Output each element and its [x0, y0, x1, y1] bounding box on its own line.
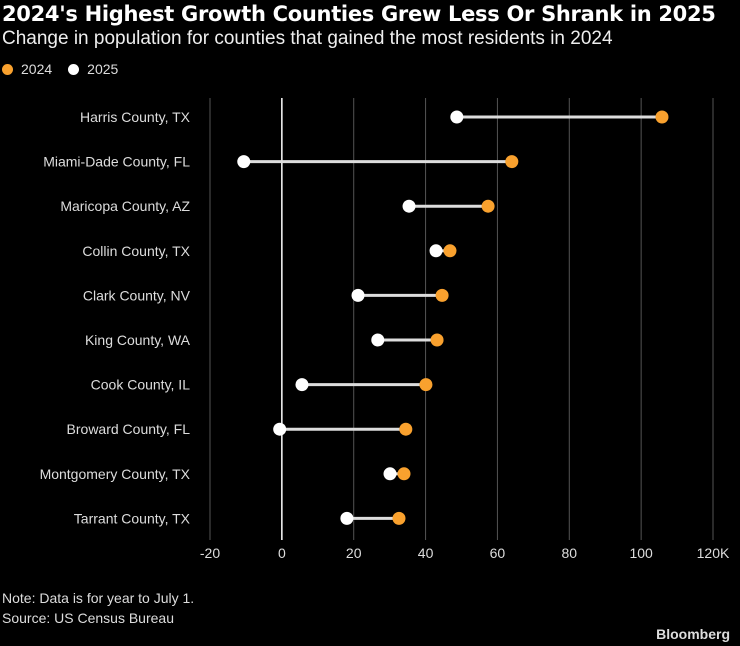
point-2025: [371, 333, 385, 347]
point-2024: [505, 155, 519, 169]
category-label: Cook County, IL: [91, 377, 191, 393]
legend-dot-2025: [68, 63, 80, 75]
chart-title: 2024's Highest Growth Counties Grew Less…: [2, 2, 716, 26]
point-2024: [399, 422, 413, 436]
legend: 2024 2025: [2, 61, 118, 77]
point-2024: [481, 199, 495, 213]
point-2025: [340, 511, 354, 525]
point-2024: [430, 333, 444, 347]
x-tick-label: 20: [346, 545, 362, 561]
legend-dot-2024: [2, 63, 13, 75]
bloomberg-logo: Bloomberg: [656, 626, 730, 642]
point-2024: [397, 467, 411, 481]
point-2025: [295, 378, 309, 392]
category-label: Broward County, FL: [67, 421, 191, 437]
category-label: Maricopa County, AZ: [60, 198, 190, 214]
point-2025: [450, 110, 464, 124]
point-2025: [383, 467, 397, 481]
point-2025: [273, 422, 287, 436]
category-label: Harris County, TX: [80, 109, 191, 125]
category-label: Miami-Dade County, FL: [43, 154, 190, 170]
legend-item-2025: 2025: [68, 61, 118, 77]
point-2025: [351, 288, 365, 302]
x-tick-label: 0: [278, 545, 286, 561]
point-2024: [655, 110, 669, 124]
x-tick-label: 100: [629, 545, 653, 561]
chart-subtitle: Change in population for counties that g…: [2, 28, 613, 49]
category-label: King County, WA: [85, 332, 191, 348]
footnote: Note: Data is for year to July 1. Source…: [2, 588, 194, 628]
legend-label: 2025: [87, 61, 119, 77]
category-label: Clark County, NV: [83, 287, 191, 303]
point-2024: [443, 244, 457, 258]
x-tick-label: 60: [490, 545, 506, 561]
legend-label: 2024: [21, 61, 53, 77]
category-label: Collin County, TX: [82, 243, 190, 259]
category-label: Montgomery County, TX: [40, 466, 191, 482]
point-2024: [419, 378, 433, 392]
legend-item-2024: 2024: [2, 61, 52, 77]
x-tick-label: 40: [418, 545, 434, 561]
point-2025: [237, 155, 251, 169]
x-tick-label: -20: [200, 545, 220, 561]
point-2024: [392, 511, 406, 525]
category-label: Tarrant County, TX: [74, 510, 191, 526]
point-2024: [435, 288, 449, 302]
source-text: Source: US Census Bureau: [2, 610, 174, 626]
x-tick-label: 80: [561, 545, 577, 561]
note-text: Note: Data is for year to July 1.: [2, 590, 195, 606]
x-tick-label: 120K: [697, 545, 730, 561]
point-2025: [402, 199, 416, 213]
point-2025: [429, 244, 443, 258]
